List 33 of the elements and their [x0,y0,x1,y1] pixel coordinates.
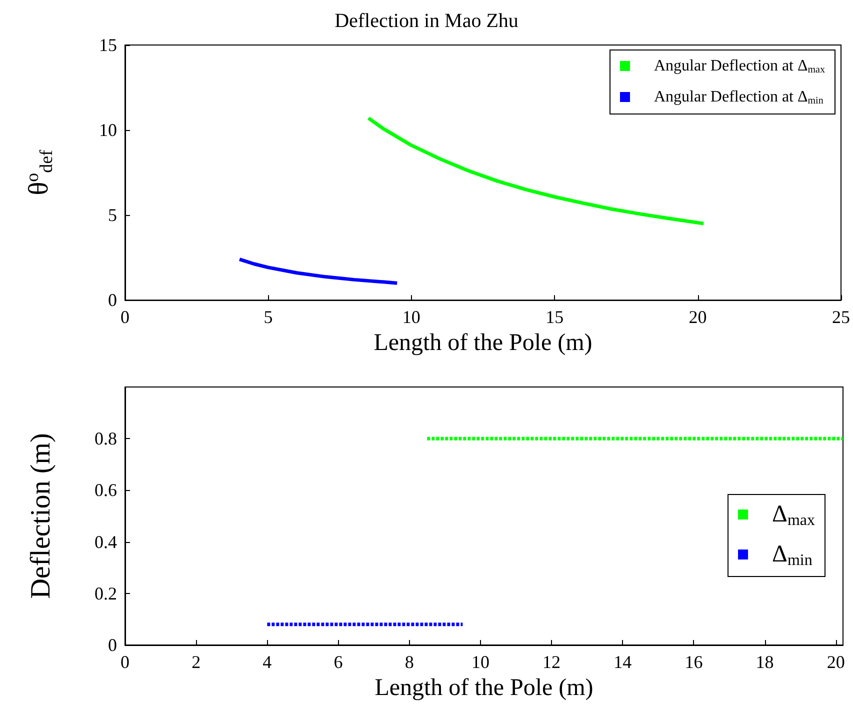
y-tick-label: 0 [108,635,117,655]
x-tick-label: 0 [120,652,130,672]
y-tick-label: 0.8 [94,428,117,449]
x-tick-label: 2 [192,652,201,672]
x-tick-label: 0 [120,307,130,328]
x-tick-label: 20 [826,652,845,672]
x-tick-label: 4 [262,652,272,672]
y-tick-label: 0.4 [94,532,117,552]
x-tick-label: 5 [264,307,273,328]
x-tick-label: 20 [688,307,707,328]
line-series [238,258,399,285]
x-tick-label: 25 [832,307,850,328]
line-series [366,116,706,226]
x-axis-title: Length of the Pole (m) [374,330,592,356]
y-tick-label: 0 [108,290,117,310]
x-tick-label: 15 [546,307,564,328]
x-tick-label: 12 [542,652,561,672]
y-axis-title: θodef [22,150,56,196]
x-tick-label: 10 [471,652,490,672]
x-tick-label: 8 [404,652,414,672]
chart-title: Deflection in Mao Zhu [334,10,518,32]
y-axis-title: Deflection (m) [26,433,56,599]
y-tick-label: 10 [99,120,117,140]
y-tick-label: 0.2 [94,583,117,604]
x-tick-label: 10 [402,307,420,328]
y-tick-label: 5 [108,205,117,226]
x-axis-title: Length of the Pole (m) [374,674,594,701]
y-tick-label: 15 [99,35,117,55]
x-tick-label: 6 [334,652,343,672]
x-tick-label: 16 [684,652,703,672]
y-tick-label: 0.6 [94,480,117,500]
x-tick-label: 18 [756,652,774,672]
x-tick-label: 14 [614,652,632,672]
